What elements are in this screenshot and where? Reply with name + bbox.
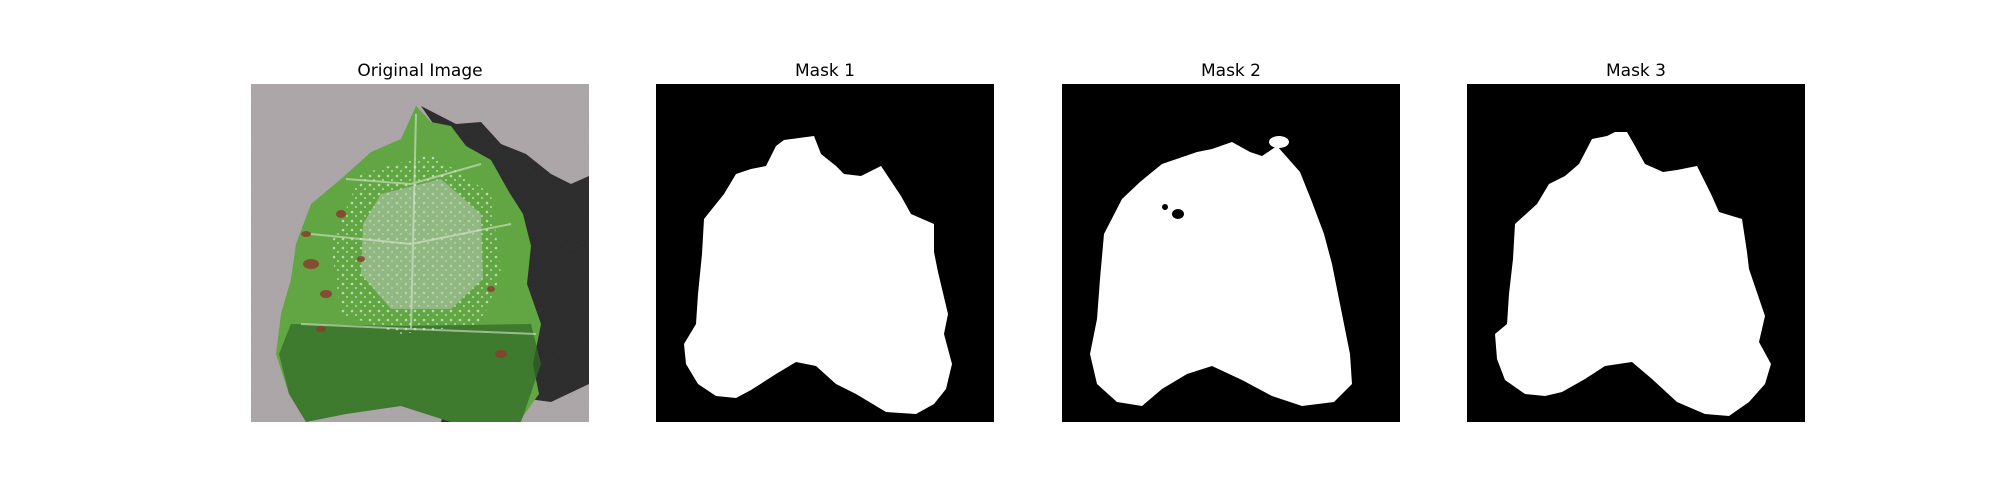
panel-title: Original Image: [251, 58, 589, 84]
panel-original-image: Original Image: [251, 58, 589, 422]
mask-blob: [1269, 136, 1289, 148]
panel-title: Mask 2: [1062, 58, 1400, 84]
mask-hole: [1172, 209, 1184, 219]
mask-3-image: [1467, 84, 1805, 422]
panel-mask-2: Mask 2: [1062, 58, 1400, 422]
leaf-shaded-lower: [279, 324, 541, 422]
mask-hole: [1162, 204, 1168, 210]
panel-title: Mask 1: [656, 58, 994, 84]
mask-1-image: [656, 84, 994, 422]
panel-mask-3: Mask 3: [1467, 58, 1805, 422]
panel-title: Mask 3: [1467, 58, 1805, 84]
original-image: [251, 84, 589, 422]
mask-2-image: [1062, 84, 1400, 422]
panel-mask-1: Mask 1: [656, 58, 994, 422]
